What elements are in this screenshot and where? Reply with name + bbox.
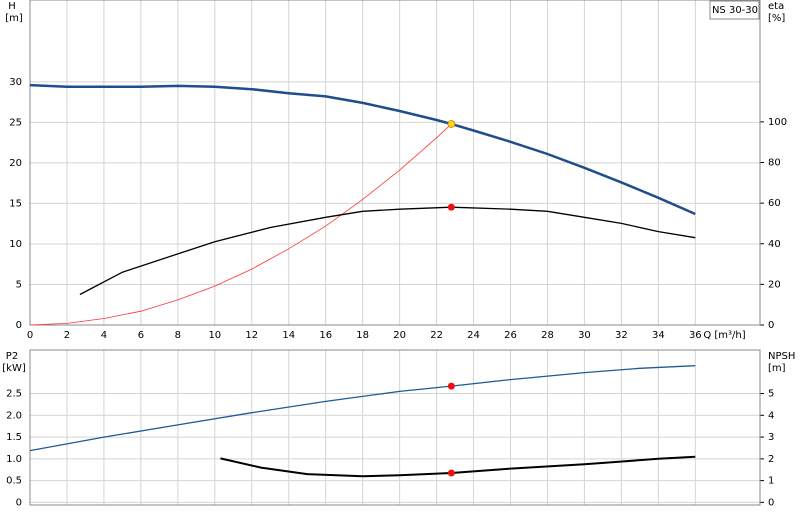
y2-tick-label: 5 (768, 389, 774, 400)
pump-label: NS 30-30 (712, 5, 758, 16)
y2-axis-title: eta (768, 1, 784, 12)
plot-frame (29, 349, 761, 506)
y-tick-label: 5 (16, 279, 22, 290)
y-tick-label: 25 (9, 117, 22, 128)
y-tick-label: 1.5 (6, 432, 22, 443)
duty-point (447, 203, 455, 211)
curve (220, 455, 696, 478)
duty-point (447, 120, 456, 128)
x-tick-label: 24 (467, 330, 480, 341)
y-tick-label: 30 (9, 77, 22, 88)
y2-tick-label: 100 (768, 117, 787, 128)
x-tick-label: 6 (138, 330, 144, 341)
y-tick-label: 15 (9, 198, 22, 209)
y-axis-unit: [m] (5, 13, 23, 24)
duty-point (447, 382, 455, 390)
y2-tick-label: 40 (768, 239, 781, 250)
x-tick-label: 36 (689, 330, 702, 341)
x-axis-title: Q [m³/h] (703, 330, 745, 341)
curve (29, 123, 452, 326)
y2-axis-unit: [m] (768, 363, 786, 374)
x-tick-label: 10 (208, 330, 221, 341)
y2-tick-label: 2 (768, 454, 774, 465)
x-tick-label: 0 (27, 330, 33, 341)
label-box (709, 0, 760, 20)
y-tick-label: 0.5 (6, 476, 22, 487)
x-tick-label: 22 (430, 330, 443, 341)
x-tick-label: 8 (175, 330, 181, 341)
y-tick-label: 1.0 (6, 454, 22, 465)
x-tick-label: 30 (578, 330, 591, 341)
y2-tick-label: 60 (768, 198, 781, 209)
duty-point (447, 469, 455, 477)
x-tick-label: 18 (356, 330, 369, 341)
y2-tick-label: 0 (768, 320, 774, 331)
y2-tick-label: 3 (768, 432, 774, 443)
x-tick-label: 12 (245, 330, 258, 341)
x-tick-label: 32 (615, 330, 628, 341)
y2-tick-label: 20 (768, 279, 781, 290)
y-axis-title: P2 (6, 351, 18, 362)
y2-tick-label: 1 (768, 476, 774, 487)
curve (29, 83, 696, 216)
y-tick-label: 0 (16, 497, 22, 508)
plot-frame (29, 0, 761, 326)
y2-axis-title: NPSH (768, 351, 795, 362)
y-tick-label: 20 (9, 158, 22, 169)
x-tick-label: 16 (319, 330, 332, 341)
y-axis-title: H (8, 1, 16, 12)
curve (79, 206, 696, 296)
y-tick-label: 10 (9, 239, 22, 250)
x-tick-label: 26 (504, 330, 517, 341)
y2-tick-label: 4 (768, 410, 774, 421)
x-tick-label: 28 (541, 330, 554, 341)
x-tick-label: 4 (101, 330, 107, 341)
y2-tick-label: 80 (768, 158, 781, 169)
y-axis-unit: [kW] (2, 363, 26, 374)
y-tick-label: 2.0 (6, 410, 22, 421)
y2-axis-unit: [%] (768, 13, 785, 24)
y2-tick-label: 0 (768, 497, 774, 508)
x-tick-label: 34 (652, 330, 665, 341)
curve (29, 365, 696, 452)
y-tick-label: 2.5 (6, 389, 22, 400)
y-tick-label: 0 (16, 320, 22, 331)
x-tick-label: 20 (393, 330, 406, 341)
x-tick-label: 14 (282, 330, 295, 341)
x-tick-label: 2 (64, 330, 70, 341)
